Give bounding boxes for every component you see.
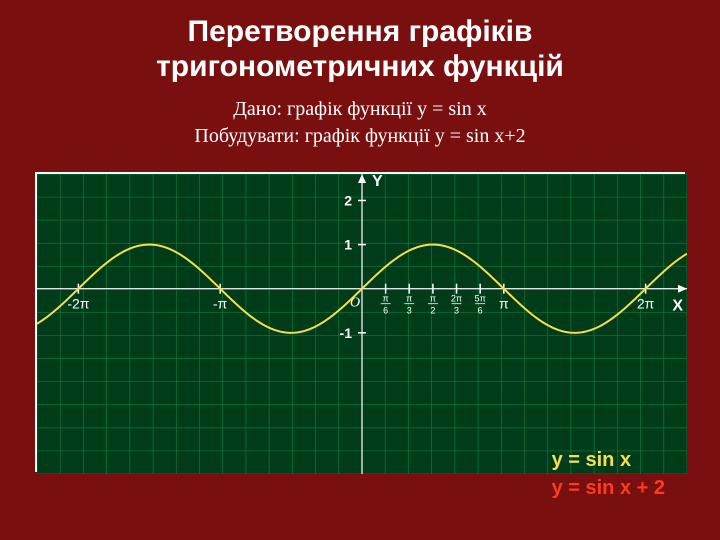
svg-text:π: π (499, 296, 509, 312)
chart-container: YXO21-1-2π-ππ2ππ6π3π22π35π6 (35, 172, 685, 472)
svg-text:1: 1 (344, 237, 352, 253)
title-line-1: Перетворення графіків (0, 15, 720, 50)
subtitle-line-2: Побудувати: графік функції y = sin x+2 (0, 123, 720, 150)
legend-item-sin: y = sin x (552, 446, 665, 474)
chart-legend: y = sin x y = sin x + 2 (552, 446, 665, 502)
svg-text:Y: Y (372, 174, 383, 190)
subtitle-line-1: Дано: графік функції y = sin x (0, 96, 720, 123)
svg-text:2π: 2π (637, 296, 655, 312)
svg-text:2π: 2π (451, 294, 462, 304)
svg-text:π: π (383, 294, 389, 304)
svg-text:π: π (430, 294, 436, 304)
sine-chart: YXO21-1-2π-ππ2ππ6π3π22π35π6 (37, 174, 687, 474)
svg-text:2: 2 (430, 306, 435, 316)
legend-item-sin-plus-2: y = sin x + 2 (552, 474, 665, 502)
svg-text:X: X (672, 298, 683, 315)
svg-text:π: π (406, 294, 412, 304)
svg-text:6: 6 (383, 306, 388, 316)
subtitle: Дано: графік функції y = sin x Побудуват… (0, 96, 720, 150)
svg-text:-1: -1 (340, 325, 353, 341)
svg-text:3: 3 (407, 306, 412, 316)
title-line-2: тригонометричних функцій (0, 50, 720, 85)
svg-text:5π: 5π (475, 294, 486, 304)
svg-text:-π: -π (213, 296, 228, 312)
svg-text:-2π: -2π (67, 296, 89, 312)
svg-text:6: 6 (478, 306, 483, 316)
svg-text:3: 3 (454, 306, 459, 316)
svg-text:2: 2 (344, 192, 352, 208)
page-title: Перетворення графіків тригонометричних ф… (0, 0, 720, 84)
